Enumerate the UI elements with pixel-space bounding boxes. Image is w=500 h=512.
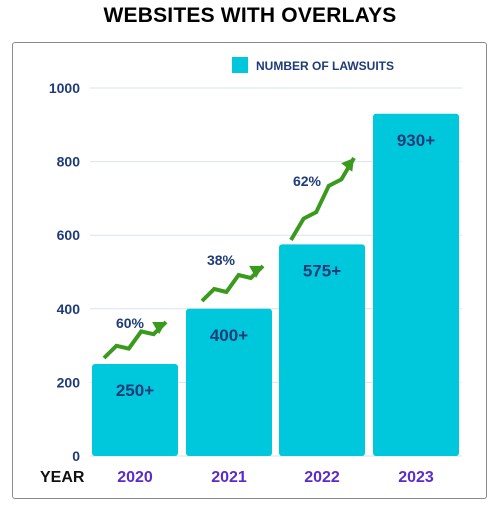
y-axis: 0 200 400 600 800 1000 [49,80,80,464]
x-tick-label: 2021 [211,469,247,486]
data-label: 400+ [210,326,248,345]
y-tick-label: 200 [57,374,81,390]
y-tick-label: 600 [57,227,81,243]
growth-arrows: 60% 38% 62% [102,156,356,360]
data-labels: 250+ 400+ 575+ 930+ [116,131,435,400]
growth-label: 60% [116,315,145,331]
growth-label: 38% [207,252,236,268]
data-label: 575+ [303,261,341,280]
x-tick-label: 2022 [304,469,340,486]
data-label: 930+ [397,131,435,150]
legend-label: NUMBER OF LAWSUITS [256,59,394,73]
growth-arrow-head [249,265,263,279]
growth-arrow-line [200,264,265,303]
data-label: 250+ [116,381,154,400]
x-tick-label: 2023 [398,469,434,486]
growth-arrow-head [152,321,166,335]
bars [92,113,459,456]
x-axis: YEAR 2020 2021 2022 2023 [40,469,434,486]
growth-arrow-line [102,320,168,360]
growth-arrow-head [341,158,354,172]
legend: NUMBER OF LAWSUITS [232,57,394,73]
bar-2020 [92,364,178,456]
y-tick-label: 400 [57,301,81,317]
x-tick-label: 2020 [117,469,153,486]
x-axis-title: YEAR [40,469,85,486]
growth-arrow-line [289,156,356,242]
y-tick-label: 1000 [49,80,80,96]
bar-2023 [373,113,459,456]
y-tick-label: 800 [57,154,81,170]
bar-2021 [186,308,272,456]
y-tick-label: 0 [72,448,80,464]
legend-swatch [232,57,248,73]
growth-label: 62% [293,173,322,189]
chart-title: WEBSITES WITH OVERLAYS [103,4,397,27]
bar-2022 [279,244,365,456]
